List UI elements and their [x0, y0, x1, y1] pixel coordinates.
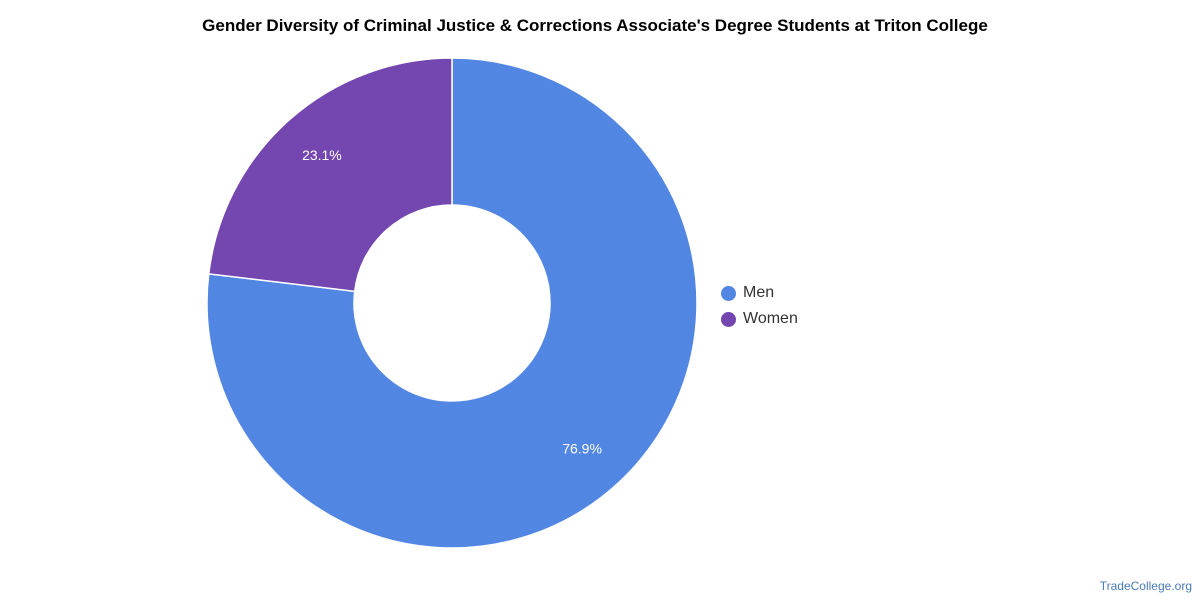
donut-labels: 76.9% 23.1%	[302, 147, 602, 456]
slice-label-women: 23.1%	[302, 147, 342, 163]
slice-men[interactable]	[206, 57, 698, 549]
legend-label-women: Women	[743, 310, 798, 327]
legend-item-men[interactable]: Men	[721, 280, 798, 306]
slice-women[interactable]	[207, 57, 453, 293]
donut-slices	[206, 57, 698, 549]
chart-title: Gender Diversity of Criminal Justice & C…	[202, 16, 988, 35]
legend-item-women[interactable]: Women	[721, 306, 798, 332]
legend-label-men: Men	[743, 284, 775, 301]
slice-label-men: 76.9%	[562, 440, 602, 456]
legend-swatch-men	[721, 285, 736, 301]
source-link[interactable]: TradeCollege.org	[1099, 579, 1192, 593]
legend-swatch-women	[721, 311, 736, 327]
chart-legend: Men Women	[721, 280, 798, 332]
